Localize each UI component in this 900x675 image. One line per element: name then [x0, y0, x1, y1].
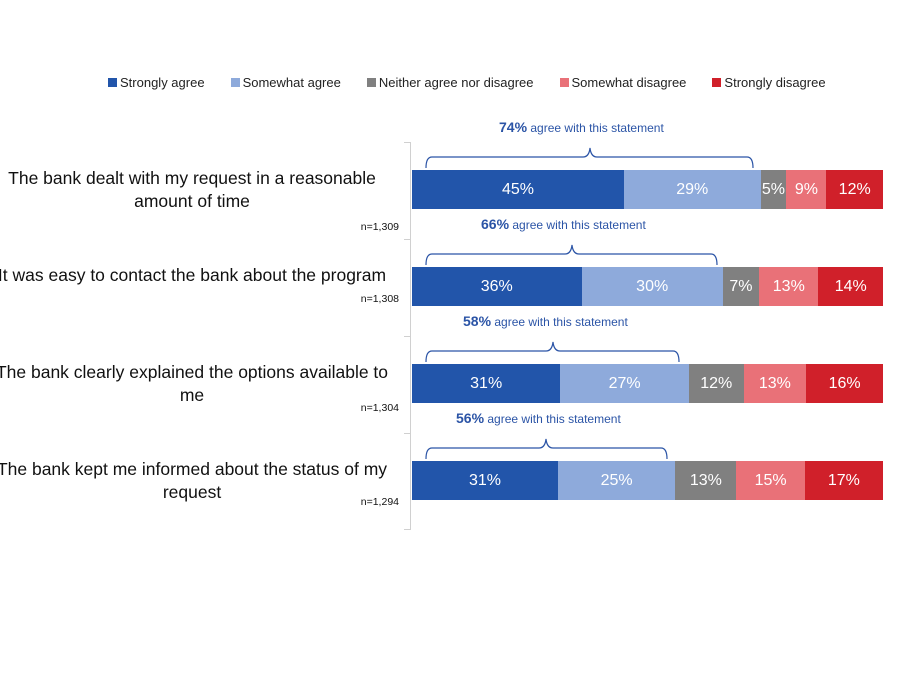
- segment-strongly-disagree: 16%: [806, 364, 883, 403]
- segment-somewhat-agree: 25%: [558, 461, 676, 500]
- segment-strongly-agree: 31%: [412, 461, 558, 500]
- segment-strongly-agree: 36%: [412, 267, 582, 306]
- segment-neither: 7%: [722, 267, 760, 306]
- bracket-icon: [425, 341, 680, 363]
- segment-somewhat-disagree: 13%: [759, 267, 819, 306]
- legend-item-neither: Neither agree nor disagree: [366, 75, 534, 90]
- bracket-icon: [425, 438, 668, 460]
- agree-callout: 74% agree with this statement: [499, 119, 664, 135]
- segment-neither: 5%: [760, 170, 787, 209]
- legend-swatch: [108, 78, 117, 87]
- axis-tick: [404, 142, 410, 143]
- callout-text: agree with this statement: [512, 218, 646, 232]
- callout-percent: 56%: [456, 410, 485, 426]
- axis-tick: [404, 433, 410, 434]
- segment-somewhat-agree: 29%: [623, 170, 761, 209]
- segment-strongly-agree: 31%: [412, 364, 561, 403]
- sample-size: n=1,308: [360, 293, 399, 305]
- legend-label: Strongly disagree: [724, 75, 826, 90]
- axis-tick: [404, 529, 410, 530]
- segment-strongly-disagree: 14%: [818, 267, 883, 306]
- segment-somewhat-disagree: 15%: [736, 461, 805, 500]
- callout-percent: 58%: [463, 313, 492, 329]
- legend-label: Somewhat agree: [242, 75, 341, 90]
- callout-text: agree with this statement: [530, 121, 664, 135]
- legend-item-somewhat-disagree: Somewhat disagree: [559, 75, 687, 90]
- legend-item-strongly-disagree: Strongly disagree: [712, 75, 826, 90]
- callout-percent: 74%: [499, 119, 528, 135]
- segment-strongly-disagree: 17%: [804, 461, 883, 500]
- row-label: The bank kept me informed about the stat…: [0, 459, 388, 502]
- legend-label: Strongly agree: [120, 75, 205, 90]
- sample-size: n=1,309: [360, 221, 399, 233]
- chart-legend: Strongly agree Somewhat agree Neither ag…: [108, 75, 826, 90]
- legend-label: Somewhat disagree: [571, 75, 687, 90]
- row-label: It was easy to contact the bank about th…: [0, 265, 387, 285]
- stacked-bar: 36% 30% 7% 13% 14%: [412, 267, 883, 306]
- axis-tick: [404, 239, 410, 240]
- row-label: The bank clearly explained the options a…: [0, 362, 389, 405]
- legend-swatch: [366, 78, 376, 87]
- segment-strongly-agree: 45%: [412, 170, 624, 209]
- callout-text: agree with this statement: [487, 412, 621, 426]
- stacked-bar: 31% 25% 13% 15% 17%: [412, 461, 883, 500]
- segment-neither: 13%: [675, 461, 737, 500]
- axis-tick: [404, 336, 410, 337]
- callout-text: agree with this statement: [494, 315, 628, 329]
- agree-callout: 66% agree with this statement: [481, 216, 646, 232]
- category-axis: [410, 142, 411, 530]
- legend-swatch: [230, 78, 240, 87]
- legend-item-strongly-agree: Strongly agree: [108, 75, 205, 90]
- agree-callout: 58% agree with this statement: [463, 313, 628, 329]
- bracket-icon: [425, 244, 718, 266]
- callout-percent: 66%: [481, 216, 510, 232]
- legend-swatch: [712, 78, 722, 87]
- stacked-bar: 31% 27% 12% 13% 16%: [412, 364, 883, 403]
- segment-somewhat-agree: 27%: [560, 364, 689, 403]
- legend-label: Neither agree nor disagree: [378, 75, 534, 90]
- legend-swatch: [559, 78, 569, 87]
- agree-callout: 56% agree with this statement: [456, 410, 621, 426]
- legend-item-somewhat-agree: Somewhat agree: [230, 75, 341, 90]
- stacked-bar: 45% 29% 5% 9% 12%: [412, 170, 883, 209]
- segment-somewhat-agree: 30%: [581, 267, 723, 306]
- row-label: The bank dealt with my request in a reas…: [8, 168, 376, 211]
- segment-neither: 12%: [688, 364, 744, 403]
- segment-somewhat-disagree: 9%: [786, 170, 827, 209]
- bracket-icon: [425, 147, 754, 169]
- segment-somewhat-disagree: 13%: [743, 364, 807, 403]
- segment-strongly-disagree: 12%: [826, 170, 883, 209]
- sample-size: n=1,294: [360, 496, 399, 508]
- sample-size: n=1,304: [360, 402, 399, 414]
